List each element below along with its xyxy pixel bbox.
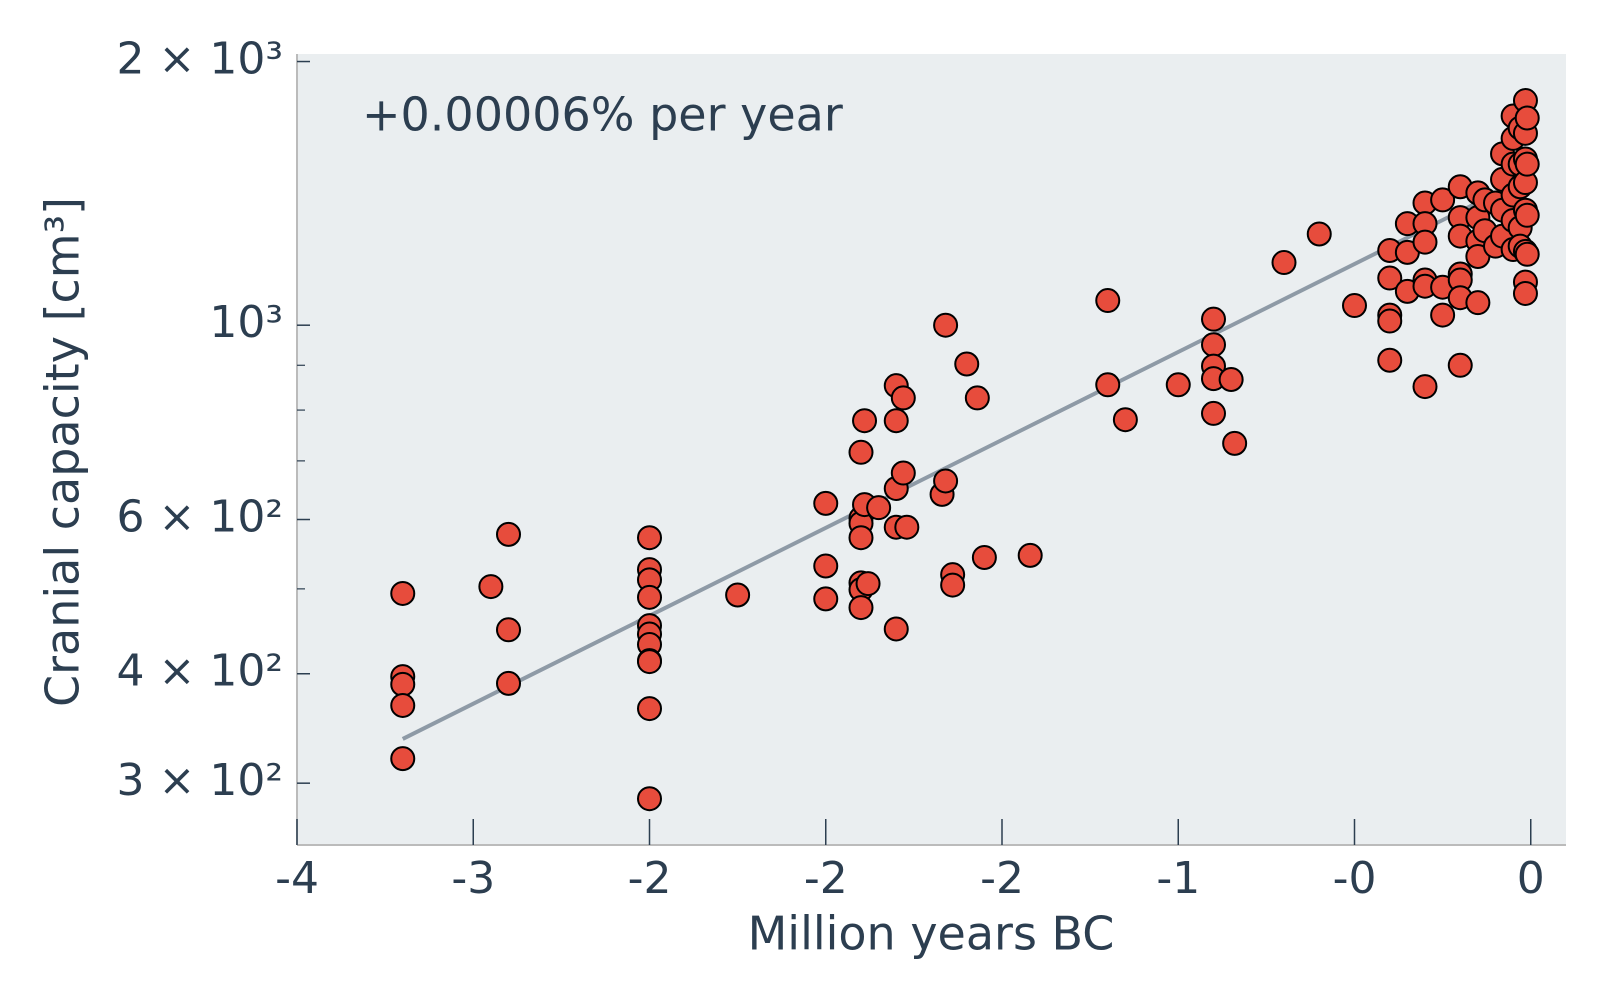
scatter-point: [390, 692, 416, 718]
scatter-point: [725, 582, 751, 608]
annotation: +0.00006% per year: [362, 88, 843, 142]
scatter-point: [637, 696, 662, 722]
scatter-point: [933, 468, 959, 494]
scatter-point: [1514, 241, 1540, 267]
scatter-point: [1165, 372, 1191, 398]
axes: 3 × 10² 4 × 10² 6 × 10² 10³ 2 × 10³ -4 -3 -2 -2 -…: [117, 34, 1566, 904]
scatter-point: [390, 746, 416, 772]
scatter-point: [890, 385, 916, 411]
scatter-point: [637, 786, 662, 812]
scatter-point: [1465, 290, 1491, 316]
scatter-point: [883, 616, 909, 642]
scatter-point: [637, 649, 662, 675]
scatter-point: [813, 586, 839, 612]
scatter-point: [1271, 250, 1297, 276]
scatter-point: [848, 525, 874, 551]
scatter-point: [1201, 332, 1226, 358]
scatter-point: [964, 385, 990, 411]
scatter-point: [1514, 105, 1540, 131]
x-tick-label: -2: [804, 853, 848, 904]
plot-background: [297, 54, 1566, 845]
scatter-point: [1430, 187, 1456, 213]
scatter-point: [855, 571, 881, 597]
scatter-point: [1218, 366, 1244, 392]
scatter-point: [496, 617, 521, 643]
y-tick-label: 2 × 10³: [117, 34, 283, 85]
scatter-point: [1306, 221, 1332, 247]
scatter-point: [1377, 265, 1403, 291]
scatter-point: [637, 525, 662, 551]
scatter-point: [496, 670, 521, 696]
y-tick-label: 6 × 10²: [117, 492, 283, 543]
scatter-point: [954, 351, 980, 377]
scatter-point: [866, 495, 892, 521]
scatter-point: [1201, 400, 1226, 426]
scatter-point: [1412, 229, 1438, 255]
scatter-point: [813, 553, 839, 579]
scatter-point: [894, 514, 920, 540]
x-tick-label: -2: [980, 853, 1024, 904]
scatter-point: [971, 544, 997, 570]
scatter-point: [1095, 288, 1121, 314]
x-tick-label: -4: [275, 853, 319, 904]
scatter-point: [1412, 374, 1438, 400]
scatter-point: [390, 671, 416, 697]
scatter-point: [1377, 308, 1403, 334]
y-axis-label: Cranial capacity [cm³]: [36, 197, 90, 707]
scatter-point: [1512, 280, 1538, 306]
scatter-point: [478, 574, 504, 600]
scatter-point: [1447, 352, 1473, 378]
scatter-point: [1342, 293, 1367, 319]
scatter-point: [813, 490, 839, 516]
scatter-point: [637, 584, 662, 610]
x-tick-label: 0: [1517, 853, 1545, 904]
scatter-point: [1112, 407, 1138, 433]
x-tick-label: -2: [628, 853, 672, 904]
scatter-point: [848, 439, 874, 465]
x-tick-label: -3: [451, 853, 495, 904]
scatter-point: [1514, 202, 1540, 228]
scatter-point: [940, 572, 966, 598]
scatter-point: [1430, 302, 1456, 328]
scatter-point: [1095, 372, 1121, 398]
y-tick-label: 10³: [209, 297, 283, 348]
scatter-point: [852, 408, 878, 434]
scatter-point: [1201, 306, 1226, 332]
scatter-point: [390, 580, 416, 606]
scatter-point: [933, 312, 959, 338]
y-tick-label: 3 × 10²: [117, 755, 283, 806]
plot-marks: [390, 88, 1540, 812]
scatter-point: [1222, 430, 1248, 456]
scatter-point: [1514, 151, 1540, 177]
scatter-point: [848, 595, 874, 621]
scatter-point: [496, 521, 521, 547]
scatter-point: [883, 408, 909, 434]
scatter-point: [1377, 347, 1403, 373]
y-tick-label: 4 × 10²: [117, 646, 283, 697]
x-tick-label: -0: [1333, 853, 1377, 904]
scatter-point: [890, 460, 916, 486]
scatter-point: [1017, 542, 1043, 568]
trend-line: [401, 174, 1532, 741]
x-tick-label: -1: [1156, 853, 1200, 904]
x-axis-label: Million years BC: [748, 907, 1115, 961]
